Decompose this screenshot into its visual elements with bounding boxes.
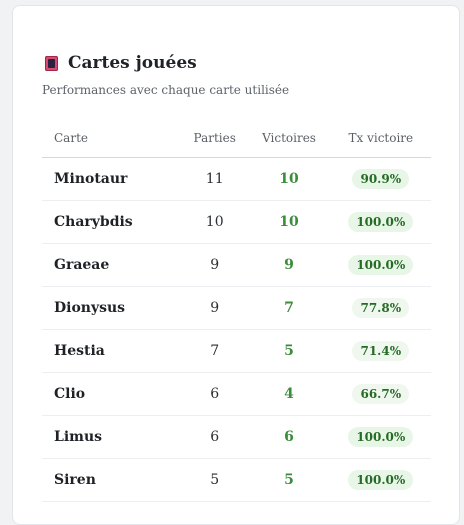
games-count: 11 xyxy=(182,157,248,201)
played-cards-panel: Cartes jouées Performances avec chaque c… xyxy=(12,5,460,525)
wins-count: 4 xyxy=(247,372,331,416)
wins-count: 9 xyxy=(247,243,331,287)
table-row: Graeae 9 9 100.0% xyxy=(42,243,431,287)
header-card[interactable]: Carte xyxy=(42,119,183,158)
wins-count: 6 xyxy=(247,415,331,459)
card-name: Graeae xyxy=(42,243,183,287)
card-name: Charybdis xyxy=(42,200,183,244)
win-rate-badge: 100.0% xyxy=(348,470,414,490)
card-name: Clio xyxy=(42,372,183,416)
table-row: Dionysus 9 7 77.8% xyxy=(42,286,431,330)
games-count: 7 xyxy=(182,329,248,373)
wins-count: 10 xyxy=(247,157,331,201)
win-rate-badge: 66.7% xyxy=(352,384,410,404)
games-count: 6 xyxy=(182,372,248,416)
win-rate-badge: 100.0% xyxy=(348,427,414,447)
games-count: 6 xyxy=(182,415,248,459)
wins-count: 5 xyxy=(247,329,331,373)
card-name: Minotaur xyxy=(42,157,183,201)
header-wins[interactable]: Victoires xyxy=(247,119,331,158)
win-rate-badge: 90.9% xyxy=(352,169,410,189)
table-row: Hestia 7 5 71.4% xyxy=(42,329,431,373)
win-rate-badge: 100.0% xyxy=(348,255,414,275)
card-name: Dionysus xyxy=(42,286,183,330)
win-rate-badge: 71.4% xyxy=(352,341,410,361)
card-name: Siren xyxy=(42,458,183,502)
header-games[interactable]: Parties xyxy=(182,119,248,158)
table-row: Siren 5 5 100.0% xyxy=(42,458,431,502)
card-name: Limus xyxy=(42,415,183,459)
games-count: 9 xyxy=(182,286,248,330)
panel-header: Cartes jouées xyxy=(45,53,197,73)
games-count: 10 xyxy=(182,200,248,244)
panel-subtitle: Performances avec chaque carte utilisée xyxy=(42,83,290,97)
wins-count: 10 xyxy=(247,200,331,244)
card-name: Hestia xyxy=(42,329,183,373)
panel-title: Cartes jouées xyxy=(68,53,197,73)
win-rate-badge: 77.8% xyxy=(352,298,410,318)
table-header-row: Carte Parties Victoires Tx victoire xyxy=(42,119,431,158)
table-row: Limus 6 6 100.0% xyxy=(42,415,431,459)
games-count: 5 xyxy=(182,458,248,502)
games-count: 9 xyxy=(182,243,248,287)
win-rate-badge: 100.0% xyxy=(348,212,414,232)
wins-count: 7 xyxy=(247,286,331,330)
wins-count: 5 xyxy=(247,458,331,502)
header-win-rate[interactable]: Tx victoire xyxy=(330,119,431,158)
cards-table: Carte Parties Victoires Tx victoire Mino… xyxy=(42,119,431,502)
card-icon xyxy=(45,55,58,71)
table-row: Clio 6 4 66.7% xyxy=(42,372,431,416)
table-row: Charybdis 10 10 100.0% xyxy=(42,200,431,244)
table-row: Minotaur 11 10 90.9% xyxy=(42,157,431,201)
